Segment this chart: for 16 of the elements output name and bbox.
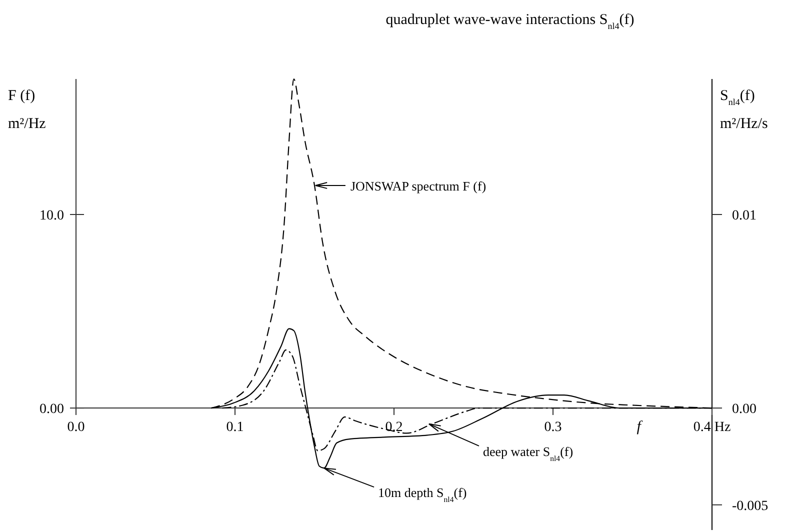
y2-tick-label: 0.01 xyxy=(732,208,756,224)
y2-tick-label: 0.00 xyxy=(732,402,756,418)
chart-title: quadruplet wave-wave interactions S$_{nl4}$(f) xyxy=(386,12,634,31)
x-tick-label: 0.0 xyxy=(67,420,85,436)
y2-tick-label: -0.005 xyxy=(732,498,768,514)
y2-axis-title: S$_{nl4}$(f) m²/Hz/s xyxy=(720,88,768,132)
annotation: 10m depth S$_{nl4}$(f) xyxy=(378,485,467,504)
x-tick-label: 0.4 Hz xyxy=(693,420,731,436)
annotation: JONSWAP spectrum F (f) xyxy=(350,178,486,194)
y-tick-label: 10.0 xyxy=(40,208,64,224)
y-axis-title: F (f) m²/Hz xyxy=(8,88,46,132)
annotation: deep water S$_{nl4}$(f) xyxy=(482,444,574,462)
x-tick-label: 0.3 xyxy=(544,420,562,436)
x-tick-label: 0.2 xyxy=(385,420,403,436)
x-axis-title: f xyxy=(636,419,643,436)
x-tick-label: 0.1 xyxy=(226,420,244,436)
